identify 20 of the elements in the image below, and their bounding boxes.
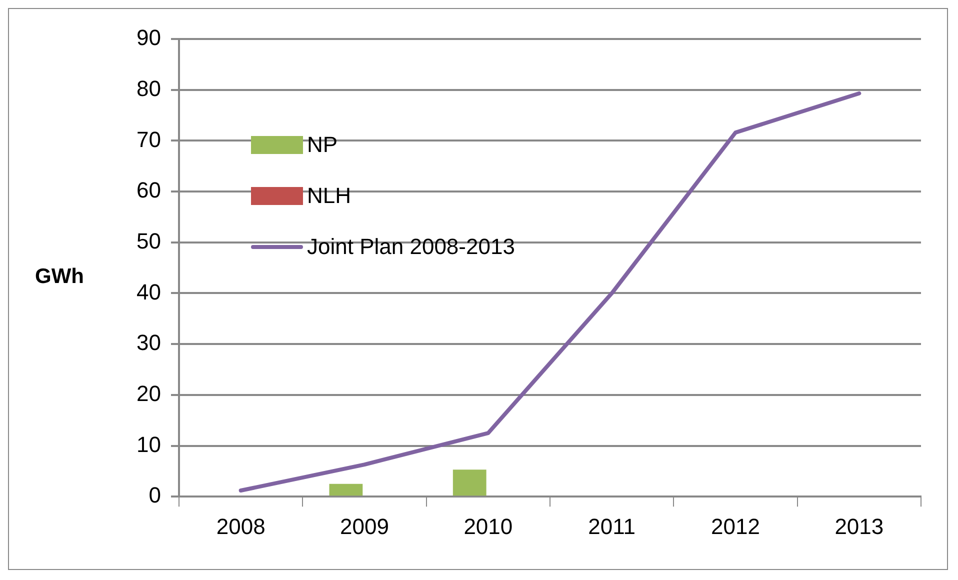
y-tick-label: 20 <box>136 380 161 406</box>
x-tick-label: 2012 <box>711 514 760 539</box>
y-tick-label: 50 <box>136 228 161 254</box>
y-tick-label: 80 <box>136 76 161 101</box>
y-tick-label: 30 <box>136 330 161 356</box>
legend-label: NP <box>307 132 338 158</box>
y-tick-label: 60 <box>136 178 161 203</box>
x-tick-label: 2008 <box>216 514 266 539</box>
legend-label: NLH <box>307 182 352 208</box>
y-tick-label: 40 <box>136 279 161 304</box>
x-tick-label: 2011 <box>588 514 636 539</box>
y-tick-label: 10 <box>136 432 161 457</box>
y-tick-label: 0 <box>148 482 161 508</box>
x-tick-label: 2010 <box>464 514 513 539</box>
y-tick-label: 90 <box>136 25 161 50</box>
legend-label: Joint Plan 2008-2013 <box>307 234 515 260</box>
x-tick-label: 2013 <box>834 514 884 539</box>
x-tick-label: 2009 <box>340 514 389 539</box>
y-tick-label: 70 <box>136 126 161 152</box>
y-axis-title: GWh <box>35 265 84 289</box>
